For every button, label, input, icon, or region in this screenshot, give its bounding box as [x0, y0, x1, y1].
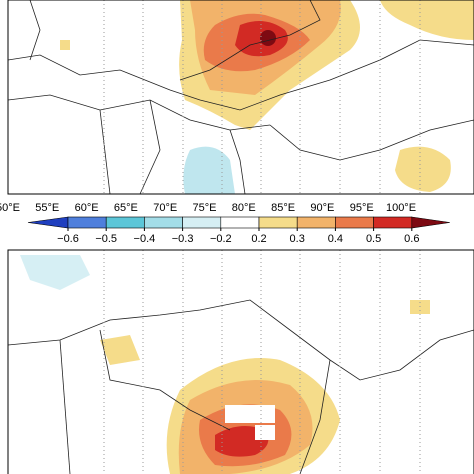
lon-label: 60°E	[75, 202, 99, 214]
colorbar-label: 0.2	[251, 233, 266, 245]
colorbar-bin	[220, 216, 260, 229]
colorbar-label: −0.2	[210, 233, 232, 245]
colorbar-label: 0.5	[366, 233, 381, 245]
colorbar-bin	[296, 216, 336, 229]
colorbar-bin	[373, 216, 413, 229]
colorbar-bin	[335, 216, 374, 229]
colorbar: −0.6 −0.5 −0.4 −0.3 −0.2 0.2 0.3 0.4 0.5 0.6	[27, 216, 450, 245]
colorbar-label: −0.6	[57, 233, 79, 245]
colorbar-label: −0.3	[172, 233, 194, 245]
bottom-frame	[7, 249, 474, 474]
top-frame	[7, 0, 474, 195]
lon-label: 70°E	[153, 202, 177, 214]
colorbar-bin	[258, 216, 298, 229]
top-map	[8, 0, 474, 194]
colorbar-bin	[105, 216, 145, 229]
x-axis-labels: 50°E 55°E 60°E 65°E 70°E 75°E 80°E 85°E 90°E 95°E…	[0, 202, 416, 214]
colorbar-label: 0.4	[328, 233, 343, 245]
colorbar-bin	[67, 216, 107, 229]
colorbar-label: −0.5	[95, 233, 117, 245]
colorbar-arrow	[411, 216, 450, 229]
bottom-map	[8, 250, 474, 474]
colorbar-arrow	[27, 216, 69, 229]
lon-label: 100°E	[386, 202, 416, 214]
lon-label: 75°E	[193, 202, 217, 214]
colorbar-bin	[182, 216, 222, 229]
colorbar-label: 0.6	[404, 233, 419, 245]
lon-label: 95°E	[350, 202, 374, 214]
lon-label: 85°E	[271, 202, 295, 214]
lon-label: 80°E	[232, 202, 256, 214]
colorbar-label: 0.3	[290, 233, 305, 245]
colorbar-label: −0.4	[134, 233, 156, 245]
colorbar-bin	[144, 216, 183, 229]
lon-label: 50°E	[0, 202, 20, 214]
lon-label: 65°E	[114, 202, 138, 214]
lon-label: 90°E	[310, 202, 334, 214]
lon-label: 55°E	[35, 202, 59, 214]
